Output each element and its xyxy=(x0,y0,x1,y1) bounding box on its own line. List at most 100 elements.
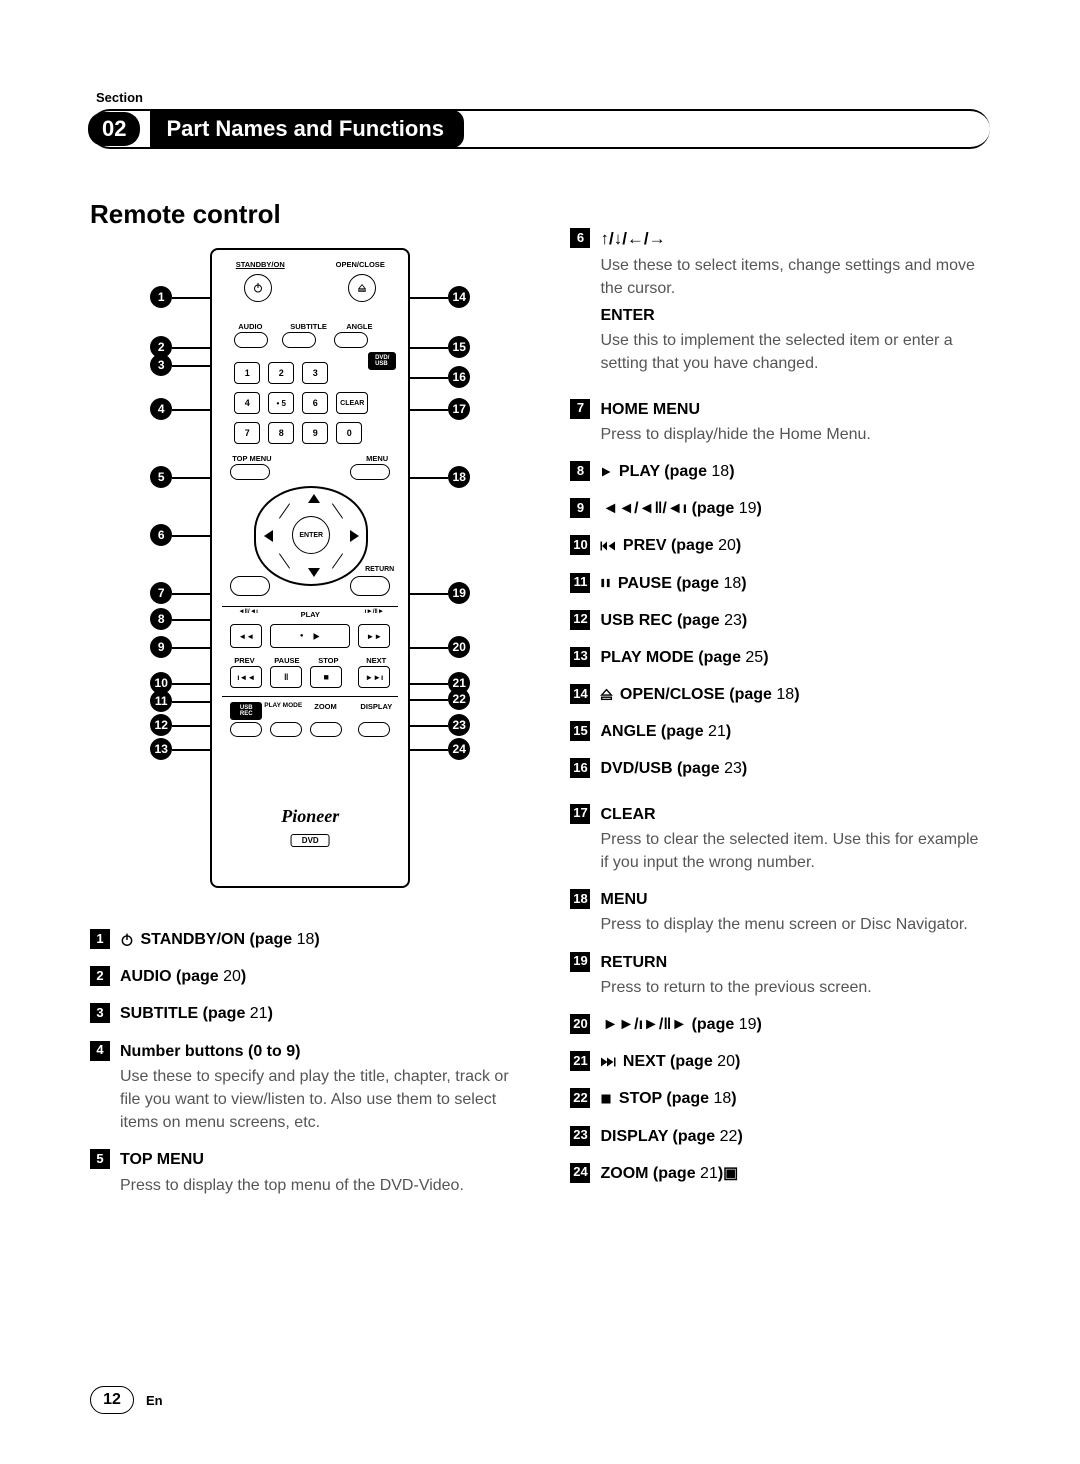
desc-body: ►►/ı►/ǁ► (page 19) xyxy=(600,1013,990,1036)
desc-num: 19 xyxy=(570,952,590,972)
callout-5: 5 xyxy=(150,466,172,488)
play-icon xyxy=(600,466,612,478)
desc-body: DISPLAY (page 22) xyxy=(600,1125,990,1148)
section-label: Section xyxy=(96,90,990,105)
btn-angle xyxy=(334,332,368,348)
label-openclose: OPEN/CLOSE xyxy=(330,260,390,269)
section-title: Remote control xyxy=(90,199,530,230)
desc-num: 12 xyxy=(570,610,590,630)
btn-next: ►►ı xyxy=(358,666,390,688)
label-prev: PREV xyxy=(234,656,254,665)
btn-pause: ǁ xyxy=(270,666,302,688)
desc-num: 21 xyxy=(570,1051,590,1071)
btn-dvd-usb: DVD/ USB xyxy=(368,352,396,370)
callout-6: 6 xyxy=(150,524,172,546)
desc-item-1: 1 STANDBY/ON (page 18) xyxy=(90,928,530,951)
desc-num: 4 xyxy=(90,1041,110,1061)
left-column: Remote control STANDBY/ON OPEN/CLOSE xyxy=(90,199,530,1211)
dpad-up-icon xyxy=(308,494,320,503)
callout-24: 24 xyxy=(448,738,470,760)
btn-0: 0 xyxy=(336,422,362,444)
skipnext-icon xyxy=(600,1056,616,1068)
eject-icon xyxy=(600,688,613,701)
desc-num: 2 xyxy=(90,966,110,986)
desc-item-18: 18MENUPress to display the menu screen o… xyxy=(570,888,990,936)
callout-4: 4 xyxy=(150,398,172,420)
btn-2: 2 xyxy=(268,362,294,384)
desc-num: 6 xyxy=(570,228,590,248)
stop-icon xyxy=(600,1093,612,1105)
desc-body: DVD/USB (page 23) xyxy=(600,757,990,780)
label-angle: ANGLE xyxy=(346,322,372,331)
dpad-left-icon xyxy=(264,530,273,542)
desc-item-22: 22 STOP (page 18) xyxy=(570,1087,990,1110)
label-playmode: PLAY MODE xyxy=(264,702,302,709)
callout-1: 1 xyxy=(150,286,172,308)
btn-zoom xyxy=(310,722,342,737)
power-icon xyxy=(120,933,134,947)
label-fwdstep: ı►/ǁ► xyxy=(365,608,385,615)
btn-4: 4 xyxy=(234,392,260,414)
desc-item-4: 4Number buttons (0 to 9)Use these to spe… xyxy=(90,1040,530,1135)
desc-item-12: 12USB REC (page 23) xyxy=(570,609,990,632)
callout-20: 20 xyxy=(448,636,470,658)
desc-body: PLAY MODE (page 25) xyxy=(600,646,990,669)
right-column: 6 ↑/↓/←/→Use these to select items, chang… xyxy=(570,199,990,1211)
play-icon xyxy=(312,632,321,641)
desc-body: AUDIO (page 20) xyxy=(120,965,530,988)
brand: Pioneer xyxy=(212,806,408,827)
btn-prev: ı◄◄ xyxy=(230,666,262,688)
power-icon xyxy=(252,282,264,294)
callout-15: 15 xyxy=(448,336,470,358)
desc-num: 11 xyxy=(570,573,590,593)
btn-9: 9 xyxy=(302,422,328,444)
desc-body: STANDBY/ON (page 18) xyxy=(120,928,530,951)
desc-item-21: 21 NEXT (page 20) xyxy=(570,1050,990,1073)
desc-body: PAUSE (page 18) xyxy=(600,572,990,595)
callout-13: 13 xyxy=(150,738,172,760)
desc-num: 8 xyxy=(570,461,590,481)
desc-item-19: 19RETURNPress to return to the previous … xyxy=(570,951,990,999)
desc-item-10: 10 PREV (page 20) xyxy=(570,534,990,557)
footer: 12 En xyxy=(90,1386,163,1414)
desc-item-13: 13PLAY MODE (page 25) xyxy=(570,646,990,669)
eject-icon xyxy=(357,283,367,293)
desc-body: STOP (page 18) xyxy=(600,1087,990,1110)
desc-item-5: 5TOP MENUPress to display the top menu o… xyxy=(90,1148,530,1196)
btn-audio xyxy=(234,332,268,348)
callout-7: 7 xyxy=(150,582,172,604)
label-usbrec: USB REC xyxy=(230,702,262,720)
desc-item-20: 20►►/ı►/ǁ► (page 19) xyxy=(570,1013,990,1036)
desc-item-14: 14 OPEN/CLOSE (page 18) xyxy=(570,683,990,706)
btn-openclose xyxy=(348,274,376,302)
desc-num: 15 xyxy=(570,721,590,741)
label-return: RETURN xyxy=(365,566,394,573)
label-next: NEXT xyxy=(366,656,386,665)
btn-7: 7 xyxy=(234,422,260,444)
callout-19: 19 xyxy=(448,582,470,604)
desc-body: NEXT (page 20) xyxy=(600,1050,990,1073)
desc-item-24: 24ZOOM (page 21)▣ xyxy=(570,1162,990,1185)
desc-num: 23 xyxy=(570,1126,590,1146)
callout-22: 22 xyxy=(448,688,470,710)
label-subtitle: SUBTITLE xyxy=(290,322,327,331)
btn-8: 8 xyxy=(268,422,294,444)
desc-body: ↑/↓/←/→Use these to select items, change… xyxy=(600,227,990,376)
desc-body: ZOOM (page 21)▣ xyxy=(600,1162,990,1185)
label-zoom: ZOOM xyxy=(314,702,337,711)
btn-usbrec xyxy=(230,722,262,737)
btn-1: 1 xyxy=(234,362,260,384)
btn-3: 3 xyxy=(302,362,328,384)
btn-subtitle xyxy=(282,332,316,348)
desc-body: CLEARPress to clear the selected item. U… xyxy=(600,803,990,875)
label-stop: STOP xyxy=(318,656,338,665)
callout-9: 9 xyxy=(150,636,172,658)
label-pause: PAUSE xyxy=(274,656,299,665)
btn-topmenu xyxy=(230,464,270,480)
skipprev-icon xyxy=(600,540,616,552)
desc-item-7: 7HOME MENUPress to display/hide the Home… xyxy=(570,398,990,446)
desc-body: ANGLE (page 21) xyxy=(600,720,990,743)
desc-num: 22 xyxy=(570,1088,590,1108)
callout-3: 3 xyxy=(150,354,172,376)
dpad-right-icon xyxy=(350,530,359,542)
